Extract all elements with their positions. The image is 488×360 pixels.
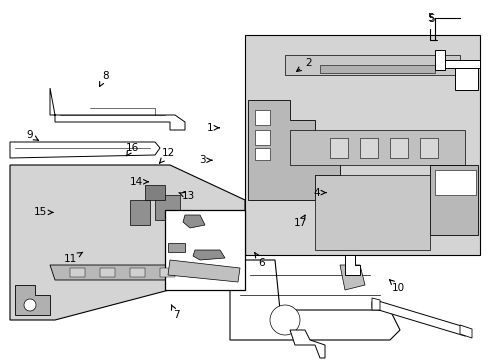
Polygon shape xyxy=(389,138,407,158)
Polygon shape xyxy=(100,268,115,277)
Circle shape xyxy=(269,305,299,335)
Text: 11: 11 xyxy=(64,252,82,264)
Polygon shape xyxy=(190,268,204,277)
Polygon shape xyxy=(183,215,204,228)
Polygon shape xyxy=(254,130,269,145)
Polygon shape xyxy=(329,138,347,158)
Text: 6: 6 xyxy=(254,253,264,268)
Polygon shape xyxy=(244,35,479,255)
Polygon shape xyxy=(434,50,444,70)
Polygon shape xyxy=(434,170,475,195)
Polygon shape xyxy=(193,250,224,260)
Text: 2: 2 xyxy=(296,58,311,71)
Text: 5: 5 xyxy=(426,13,436,40)
Polygon shape xyxy=(345,255,359,275)
Text: 4: 4 xyxy=(313,188,325,198)
Polygon shape xyxy=(168,260,240,282)
Polygon shape xyxy=(459,325,471,338)
Bar xyxy=(164,210,244,290)
Polygon shape xyxy=(254,110,269,125)
Polygon shape xyxy=(130,268,145,277)
Text: 10: 10 xyxy=(389,280,404,293)
Polygon shape xyxy=(229,260,399,340)
Text: 17: 17 xyxy=(293,215,306,228)
Polygon shape xyxy=(50,265,224,280)
Text: 7: 7 xyxy=(171,305,179,320)
Polygon shape xyxy=(454,68,477,90)
Text: 3: 3 xyxy=(199,155,211,165)
Text: 12: 12 xyxy=(159,148,175,163)
Polygon shape xyxy=(145,185,164,200)
Polygon shape xyxy=(50,88,184,130)
Polygon shape xyxy=(371,300,469,336)
Text: 16: 16 xyxy=(125,143,139,156)
Polygon shape xyxy=(285,55,459,75)
Polygon shape xyxy=(371,298,379,310)
Polygon shape xyxy=(254,148,269,160)
Polygon shape xyxy=(429,165,477,235)
Polygon shape xyxy=(130,200,150,225)
Text: 13: 13 xyxy=(179,191,195,201)
Polygon shape xyxy=(168,243,184,252)
Polygon shape xyxy=(289,330,325,358)
Text: 9: 9 xyxy=(26,130,38,140)
Text: 8: 8 xyxy=(100,71,108,86)
Polygon shape xyxy=(10,142,160,158)
Polygon shape xyxy=(15,285,50,315)
Circle shape xyxy=(24,299,36,311)
Polygon shape xyxy=(160,268,175,277)
Polygon shape xyxy=(419,138,437,158)
Polygon shape xyxy=(247,100,339,200)
Polygon shape xyxy=(289,130,464,165)
Text: 5: 5 xyxy=(427,14,434,24)
Polygon shape xyxy=(10,165,244,320)
Polygon shape xyxy=(359,138,377,158)
Polygon shape xyxy=(319,65,434,73)
Text: 15: 15 xyxy=(33,207,53,217)
Polygon shape xyxy=(339,265,364,290)
Polygon shape xyxy=(444,60,479,68)
Polygon shape xyxy=(70,268,85,277)
Polygon shape xyxy=(314,175,429,250)
Text: 14: 14 xyxy=(129,177,148,187)
Polygon shape xyxy=(155,195,180,220)
Text: 1: 1 xyxy=(206,123,219,133)
